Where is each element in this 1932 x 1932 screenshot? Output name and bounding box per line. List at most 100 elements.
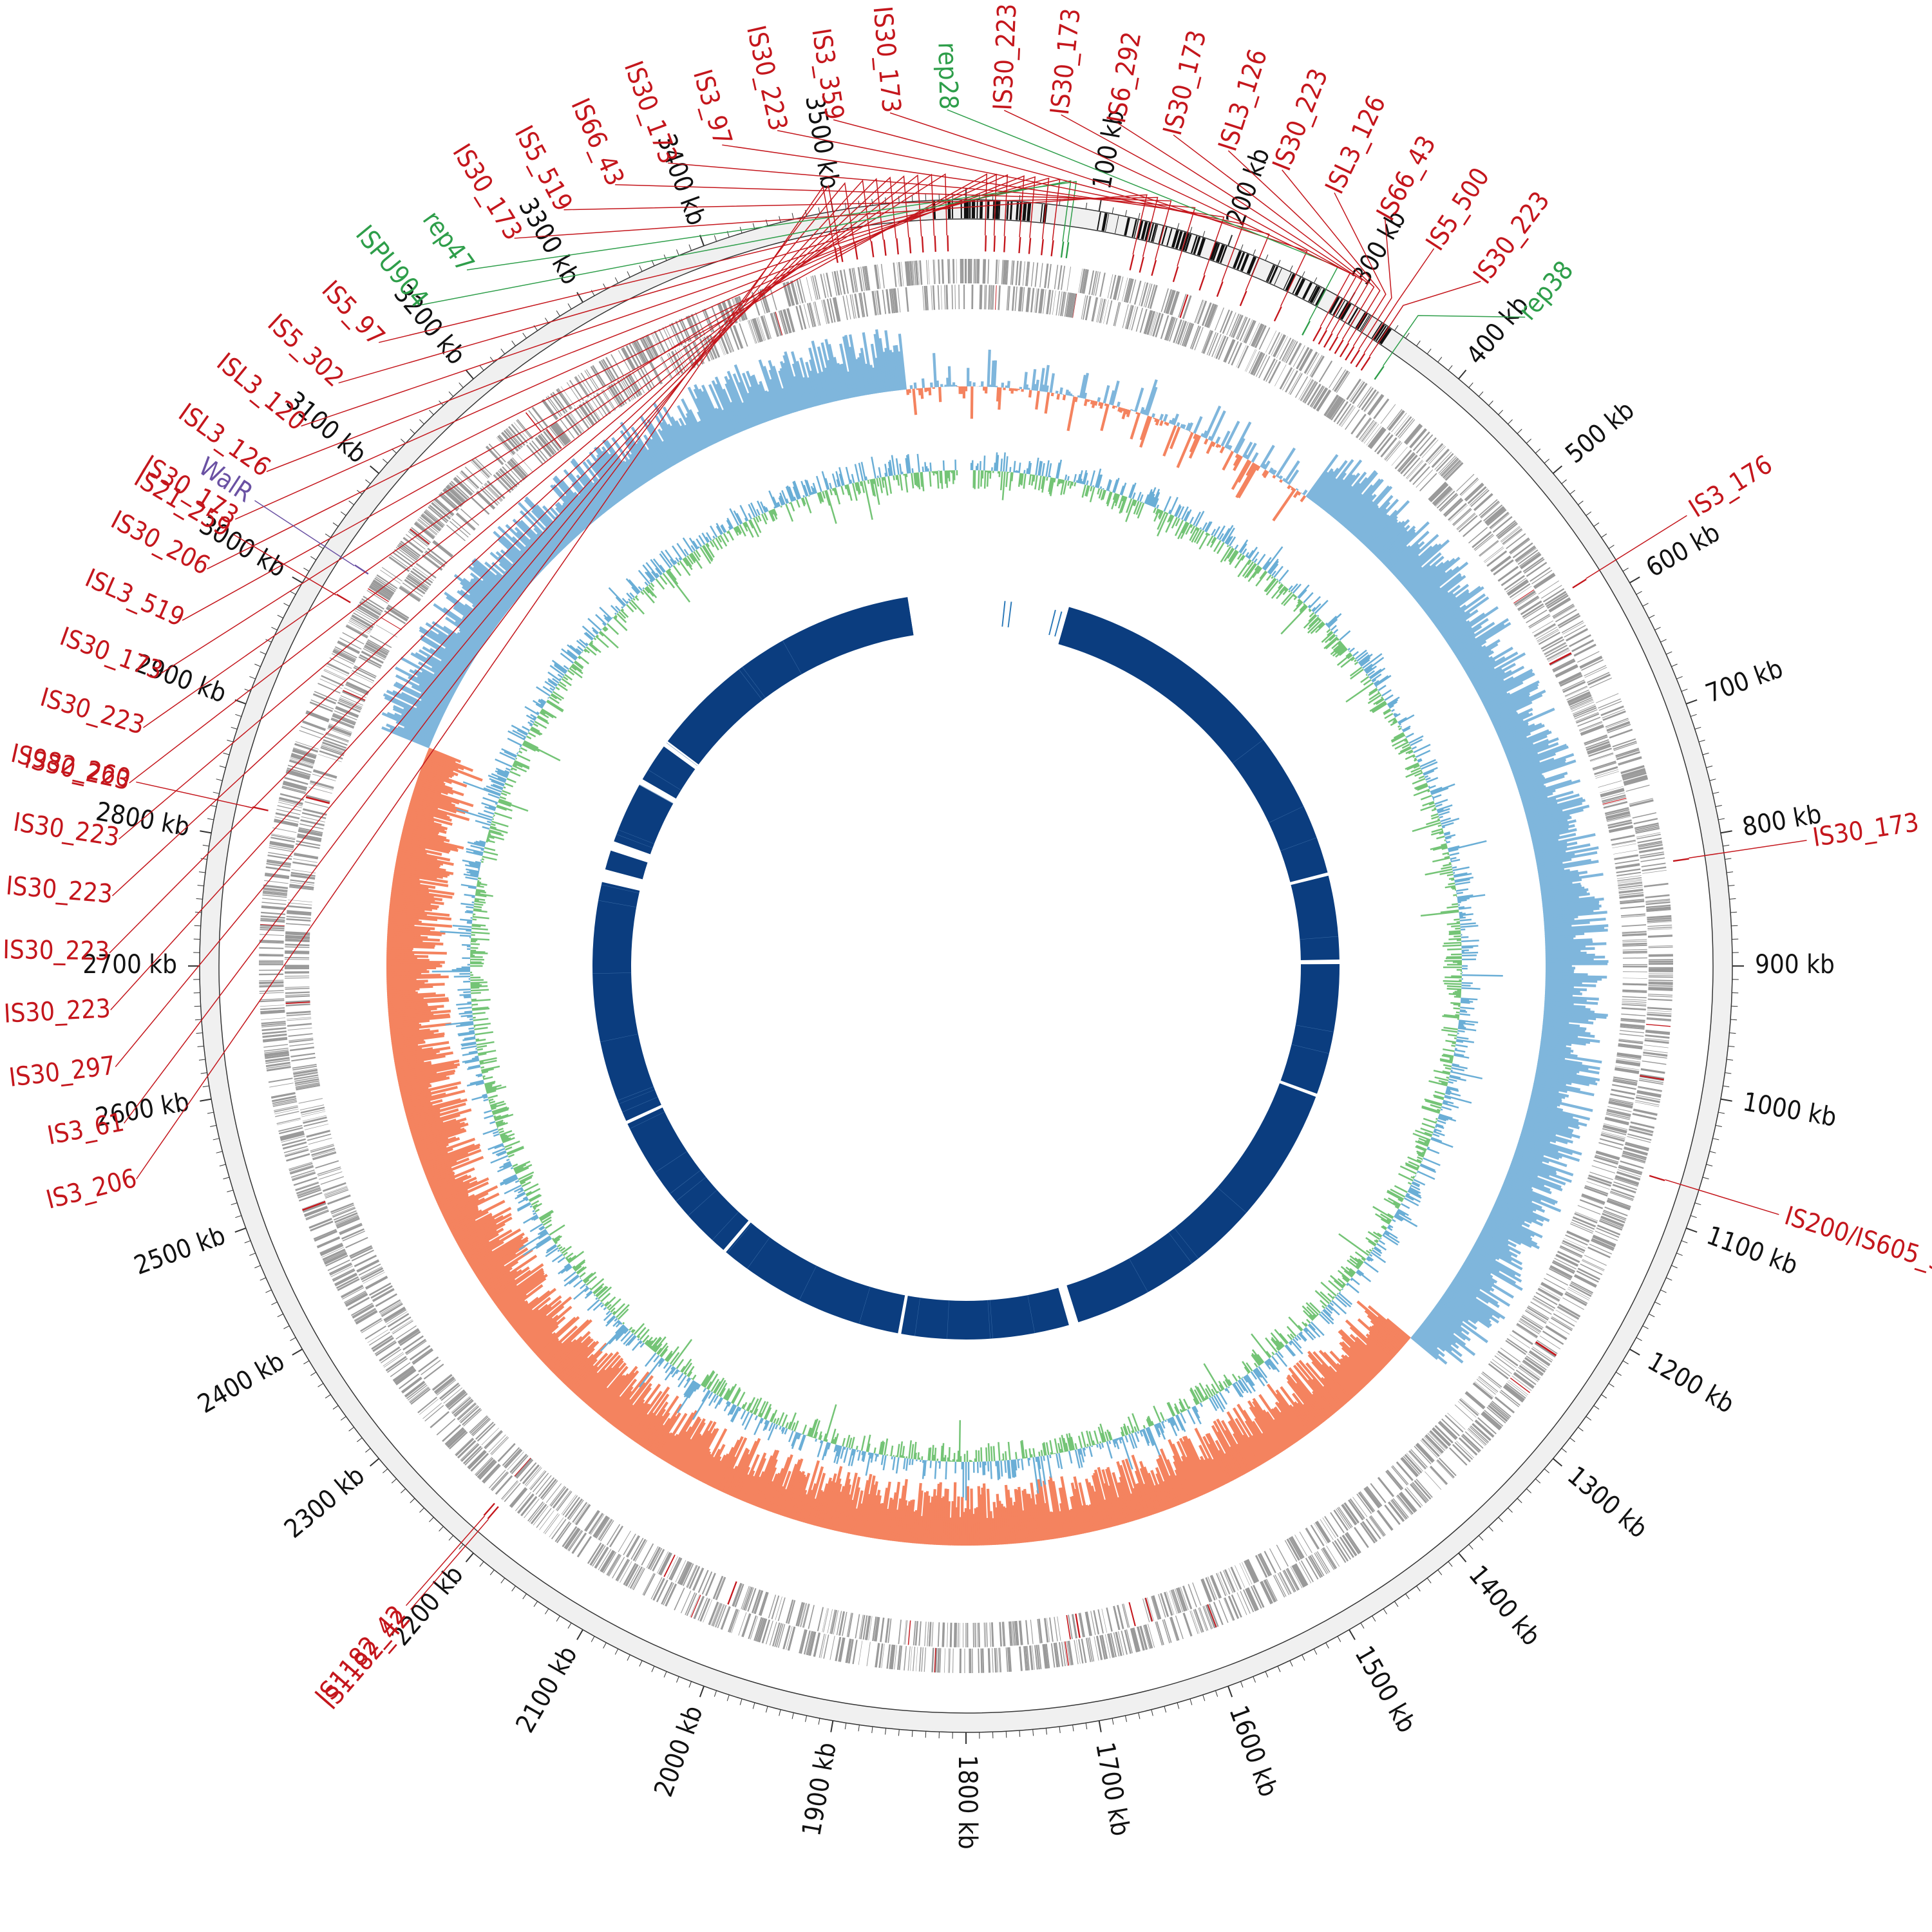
minor-tick: [1189, 1698, 1193, 1705]
cds-feature: [708, 1602, 718, 1625]
gc-skew-bar: [1083, 399, 1088, 406]
cds-feature: [550, 425, 567, 446]
cds-feature: [1294, 376, 1309, 398]
cds-feature: [281, 786, 306, 795]
cds-feature: [836, 1611, 842, 1635]
minor-tick: [1676, 676, 1683, 679]
dense-feature-block: [1283, 272, 1292, 290]
cds-feature: [1387, 410, 1405, 431]
cds-feature: [259, 947, 284, 949]
cds-feature: [1596, 1227, 1620, 1238]
minor-tick: [805, 1715, 808, 1722]
cds-feature: [1587, 1247, 1611, 1258]
cds-feature: [1542, 1331, 1564, 1345]
cds-feature: [1648, 985, 1673, 987]
cds-feature: [1384, 1504, 1401, 1525]
minor-tick: [1032, 1729, 1034, 1736]
dense-feature-block: [1097, 212, 1101, 231]
cds-feature: [383, 1352, 404, 1367]
cds-feature: [287, 899, 312, 903]
cds-feature: [502, 431, 519, 451]
cds-feature: [1565, 687, 1588, 697]
cds-feature: [964, 1648, 965, 1673]
cds-feature: [1034, 288, 1037, 313]
cds-feature: [1448, 502, 1467, 521]
gc-skew-bar: [1363, 509, 1398, 546]
cds-feature: [322, 741, 346, 750]
minor-tick: [254, 663, 261, 667]
cds-feature: [320, 1176, 345, 1185]
major-tick: [699, 234, 705, 247]
cds-feature: [484, 1431, 503, 1450]
minor-tick: [1706, 1164, 1713, 1167]
cds-feature: [516, 1493, 534, 1513]
cds-feature: [1437, 1459, 1455, 1478]
dense-feature-block: [1220, 245, 1227, 263]
gc-skew-bar: [1172, 413, 1179, 426]
cds-feature: [687, 1565, 698, 1588]
gc-skew-bar: [386, 948, 413, 952]
minor-tick: [1394, 1601, 1399, 1607]
cds-feature: [550, 1486, 567, 1507]
is-element-mark: [896, 238, 899, 255]
cds-feature: [262, 894, 287, 898]
cds-feature: [1486, 1406, 1506, 1424]
cds-feature: [1286, 1538, 1300, 1561]
cds-feature: [842, 296, 848, 320]
cds-feature: [1605, 1113, 1630, 1121]
cds-feature: [383, 1353, 404, 1368]
cds-feature: [286, 1010, 311, 1015]
gc-skew-bar: [1217, 444, 1222, 448]
cds-feature: [1135, 307, 1144, 332]
is-element-mark: [1139, 256, 1144, 273]
cds-feature: [1571, 1222, 1594, 1232]
cds-feature: [583, 1510, 599, 1531]
cds-feature: [1390, 1500, 1406, 1520]
cds-feature: [1099, 1635, 1106, 1660]
cds-feature: [337, 641, 360, 654]
cds-feature: [308, 1137, 332, 1145]
cds-feature: [564, 1497, 580, 1518]
cds-feature: [715, 1577, 725, 1600]
cds-feature: [629, 1566, 643, 1589]
cds-feature: [412, 1348, 433, 1363]
gc-skew-bar: [1224, 421, 1240, 449]
dense-feature-block: [1236, 252, 1245, 270]
cds-feature: [504, 1482, 521, 1502]
cds-feature: [392, 1365, 413, 1381]
is-element-mark: [870, 241, 875, 258]
cds-feature: [1291, 1565, 1305, 1587]
cds-feature: [1268, 361, 1282, 384]
cds-feature: [699, 1598, 710, 1622]
cds-feature: [574, 1504, 591, 1525]
minor-tick: [1593, 522, 1600, 527]
cds-feature: [1577, 716, 1601, 727]
cds-feature: [299, 730, 323, 739]
cds-feature: [938, 259, 940, 284]
minor-tick: [1277, 260, 1281, 267]
cds-feature: [1139, 281, 1146, 306]
cds-feature: [1516, 547, 1537, 564]
cds-feature: [1618, 1043, 1643, 1048]
minor-tick: [290, 591, 296, 595]
major-tick: [1458, 1552, 1467, 1563]
cds-feature: [1231, 342, 1242, 366]
dense-feature-block: [1340, 303, 1352, 320]
cds-feature: [751, 1589, 761, 1614]
gc-skew-bar: [1035, 390, 1040, 410]
gc-skew-bar: [1154, 418, 1158, 422]
major-tick: [830, 1720, 834, 1732]
cds-feature: [590, 397, 605, 419]
cds-feature: [529, 1502, 545, 1523]
cds-feature: [1144, 1624, 1153, 1649]
cds-feature: [1346, 379, 1361, 401]
cds-feature: [298, 1191, 323, 1202]
cds-feature: [1069, 293, 1075, 318]
cds-feature: [643, 1573, 656, 1596]
cds-feature: [1046, 1618, 1050, 1643]
cds-feature: [1227, 1595, 1240, 1619]
cds-feature: [1388, 411, 1405, 431]
cds-feature: [925, 285, 929, 310]
cds-feature: [443, 488, 463, 507]
gc-skew-bar: [1331, 482, 1361, 518]
